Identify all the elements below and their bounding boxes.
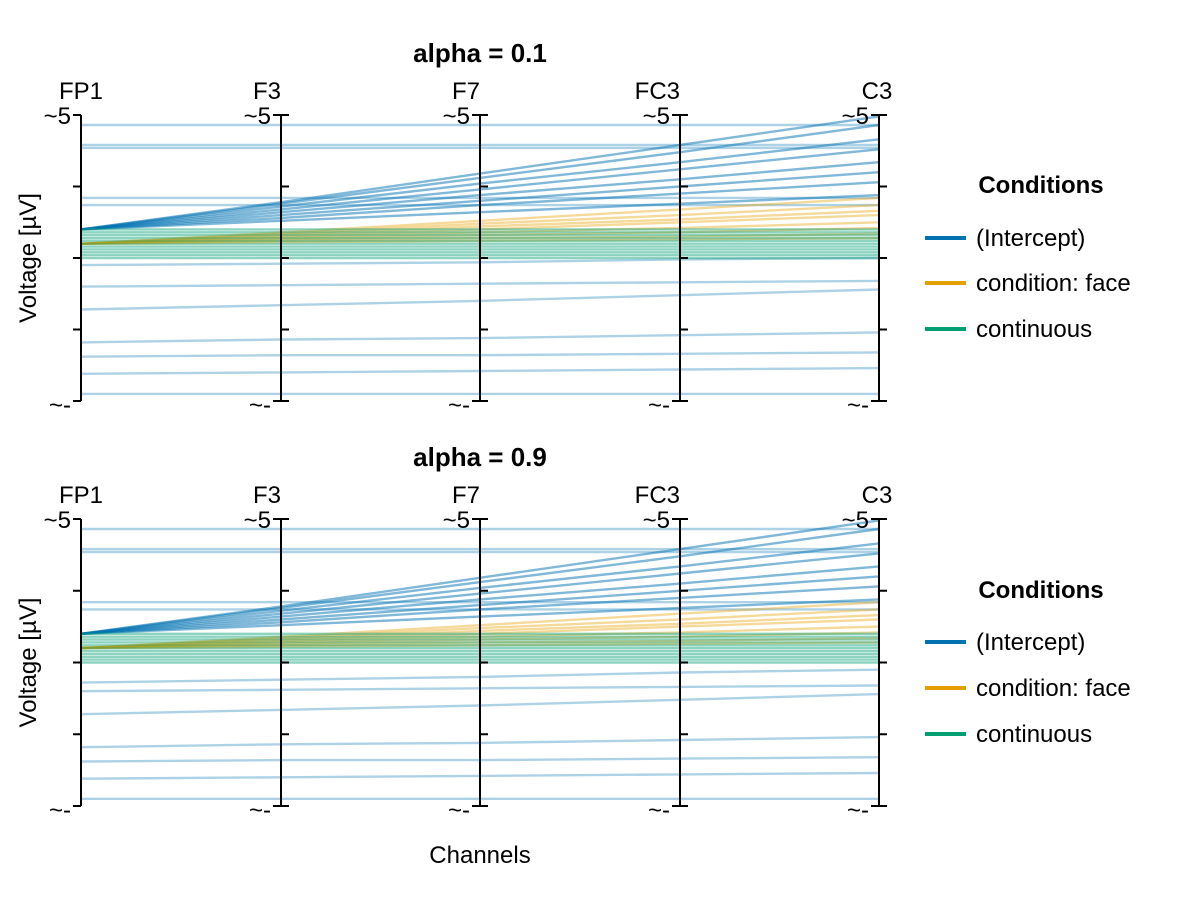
x-axis-label: Channels [429,842,530,869]
axis-bottom-label: ~- [448,392,470,419]
legend-entry-label: (Intercept) [976,225,1085,252]
legend-entry-label: (Intercept) [976,629,1085,656]
channel-axis: F7~5 ~- [443,78,488,419]
channel-label: F3 [253,78,281,105]
channel-axis: FP1~5 ~- [44,482,103,824]
legend-entry-label: condition: face [976,270,1131,297]
legend-entry-label: condition: face [976,675,1131,702]
axis-bottom-label: ~- [648,392,670,419]
channel-label: F3 [253,482,281,509]
axis-bottom-label: ~- [249,392,271,419]
axis-top-label: ~5 [244,103,271,130]
channel-axis: FP1~5 ~- [44,78,103,419]
y-axis-label: Voltage [µV] [15,598,42,728]
axis-bottom-label: ~- [49,392,71,419]
channel-label: C3 [862,482,893,509]
axis-top-label: ~5 [44,103,71,130]
axis-top-label: ~5 [842,103,869,130]
legend: Conditions (Intercept) condition: face cont… [925,172,1131,343]
axis-top-label: ~5 [443,507,470,534]
legend-entry-label: continuous [976,316,1092,343]
axis-top-label: ~5 [44,507,71,534]
channel-label: FP1 [59,78,103,105]
axis-bottom-label: ~- [49,797,71,824]
legend-title: Conditions [978,577,1103,604]
axis-top-label: ~5 [443,103,470,130]
channel-label: FC3 [635,78,680,105]
panel-title: alpha = 0.1 [413,38,547,68]
channel-axis: F7~5 ~- [443,482,488,824]
panel-title: alpha = 0.9 [413,442,547,472]
channel-axis: C3~5 ~- [842,482,893,824]
axis-bottom-label: ~- [448,797,470,824]
channel-label: C3 [862,78,893,105]
legend-title: Conditions [978,172,1103,199]
axis-bottom-label: ~- [847,392,869,419]
axis-top-label: ~5 [244,507,271,534]
legend-entry-label: continuous [976,721,1092,748]
channel-axis: F3~5 ~- [244,482,289,824]
legend: Conditions (Intercept) condition: face cont… [925,577,1131,748]
channel-axis: C3~5 ~- [842,78,893,419]
channel-label: F7 [452,482,480,509]
axis-bottom-label: ~- [249,797,271,824]
channel-axis: F3~5 ~- [244,78,289,419]
axis-top-label: ~5 [643,507,670,534]
axis-top-label: ~5 [643,103,670,130]
channel-label: FC3 [635,482,680,509]
channel-label: FP1 [59,482,103,509]
channel-label: F7 [452,78,480,105]
axis-top-label: ~5 [842,507,869,534]
panel-2: alpha = 0.9FP1~5~-F3~5~-F7~5~-FC3~5~-C3~… [15,442,1131,869]
channel-axis: FC3~5 ~- [635,482,688,824]
channel-axis: FC3~5 ~- [635,78,688,419]
panel-1: alpha = 0.1FP1~5~-F3~5~-F7~5~-FC3~5~-C3~… [15,38,1131,419]
y-axis-label: Voltage [µV] [15,193,42,323]
axis-bottom-label: ~- [847,797,869,824]
axis-bottom-label: ~- [648,797,670,824]
